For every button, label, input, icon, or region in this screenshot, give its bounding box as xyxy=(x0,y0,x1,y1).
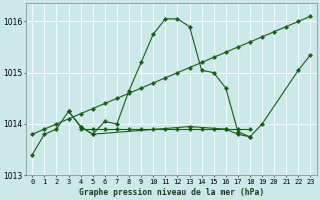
X-axis label: Graphe pression niveau de la mer (hPa): Graphe pression niveau de la mer (hPa) xyxy=(79,188,264,197)
